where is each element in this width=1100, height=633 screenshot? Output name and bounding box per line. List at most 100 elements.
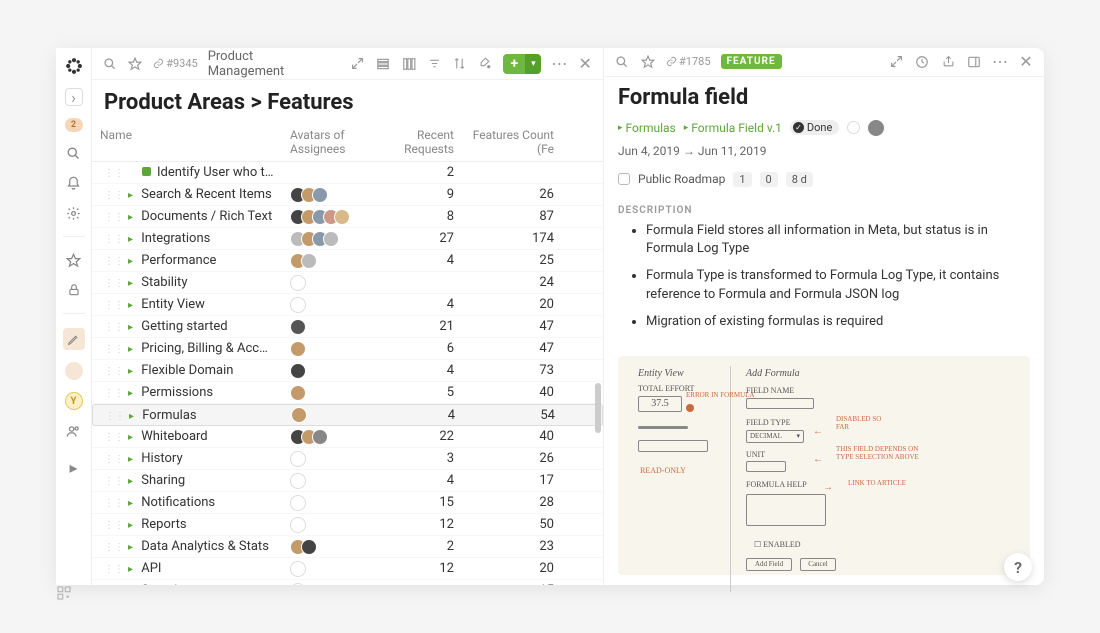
drag-handle-icon[interactable]: ⋮⋮ (100, 212, 128, 223)
color-icon[interactable] (478, 56, 494, 72)
drag-handle-icon[interactable]: ⋮⋮ (100, 234, 128, 245)
search-icon[interactable] (102, 56, 118, 72)
expand-caret-icon[interactable]: ▸ (128, 322, 138, 333)
priority-empty-icon[interactable] (847, 121, 860, 134)
vertical-scrollbar[interactable] (595, 383, 601, 433)
drag-handle-icon[interactable]: ⋮⋮ (100, 454, 128, 465)
avatar-stack[interactable] (290, 561, 306, 577)
parent-link-1[interactable]: ▸Formulas (618, 121, 676, 135)
avatar-stack[interactable] (290, 231, 339, 247)
history-icon[interactable] (914, 54, 930, 70)
help-button[interactable]: ? (1004, 553, 1032, 581)
column-name[interactable]: Name (92, 123, 282, 161)
drag-handle-icon[interactable]: ⋮⋮ (100, 168, 128, 179)
sort-icon[interactable] (452, 56, 468, 72)
expand-caret-icon[interactable]: ▸ (128, 300, 138, 311)
entity-id[interactable]: #1785 (666, 55, 711, 68)
expand-caret-icon[interactable]: ▸ (128, 476, 138, 487)
drag-handle-icon[interactable]: ⋮⋮ (100, 432, 128, 443)
column-avatars[interactable]: Avatars of Assignees (282, 123, 382, 161)
avatar-stack[interactable] (290, 341, 306, 357)
expand-caret-icon[interactable]: ▸ (128, 432, 138, 443)
drag-handle-icon[interactable]: ⋮⋮ (100, 498, 128, 509)
notifications-icon[interactable] (65, 174, 83, 192)
avatar-stack[interactable] (290, 253, 317, 269)
more-icon[interactable]: ⋯ (992, 54, 1008, 70)
drag-handle-icon[interactable]: ⋮⋮ (100, 366, 128, 377)
avatar-stack[interactable] (290, 473, 306, 489)
close-icon[interactable]: ✕ (577, 56, 593, 72)
parent-link-2[interactable]: ▸Formula Field v.1 (684, 121, 782, 135)
drag-handle-icon[interactable]: ⋮⋮ (100, 322, 128, 333)
app-logo-icon[interactable] (64, 56, 84, 76)
expand-caret-icon[interactable]: ▸ (128, 454, 138, 465)
drag-handle-icon[interactable]: ⋮⋮ (100, 388, 128, 399)
expand-caret-icon[interactable]: ▸ (128, 366, 138, 377)
table-row[interactable]: ⋮⋮▸ Security15 (92, 580, 603, 585)
column-features[interactable]: Features Count (Fe (462, 123, 562, 161)
avatar-stack[interactable] (290, 517, 306, 533)
apps-icon[interactable] (56, 585, 76, 605)
drag-handle-icon[interactable]: ⋮⋮ (101, 411, 129, 422)
expand-caret-icon[interactable]: ▸ (128, 256, 138, 267)
assignee-avatar[interactable] (868, 120, 884, 136)
expand-caret-icon[interactable]: ▸ (129, 411, 139, 422)
expand-icon[interactable] (888, 54, 904, 70)
filter-icon[interactable] (427, 56, 443, 72)
expand-caret-icon[interactable]: ▸ (128, 234, 138, 245)
star-icon[interactable] (640, 54, 656, 70)
avatar-stack[interactable] (290, 495, 306, 511)
date-range[interactable]: Jun 4, 2019 → Jun 11, 2019 (618, 144, 767, 158)
expand-caret-icon[interactable]: ▸ (128, 212, 138, 223)
close-icon[interactable]: ✕ (1018, 54, 1034, 70)
star-icon[interactable] (65, 251, 83, 269)
expand-caret-icon[interactable]: ▸ (128, 564, 138, 575)
expand-caret-icon[interactable]: ▸ (128, 344, 138, 355)
breadcrumb[interactable]: Product Management (208, 49, 330, 79)
avatar-stack[interactable] (290, 539, 317, 555)
avatar-stack[interactable] (290, 275, 306, 291)
add-dropdown-button[interactable]: ▾ (525, 54, 541, 74)
roadmap-checkbox[interactable] (618, 173, 630, 185)
expand-caret-icon[interactable]: ▸ (128, 542, 138, 553)
avatar-stack[interactable] (290, 319, 306, 335)
expand-caret-icon[interactable]: ▸ (128, 278, 138, 289)
board-view-icon[interactable] (401, 56, 417, 72)
drag-handle-icon[interactable]: ⋮⋮ (100, 520, 128, 531)
column-recent[interactable]: Recent Requests (382, 123, 462, 161)
share-icon[interactable] (940, 54, 956, 70)
collapse-icon[interactable]: ▸ (65, 458, 83, 476)
expand-caret-icon[interactable]: ▸ (128, 190, 138, 201)
search-icon[interactable] (614, 54, 630, 70)
avatar-stack[interactable] (290, 429, 328, 445)
drag-handle-icon[interactable]: ⋮⋮ (100, 256, 128, 267)
expand-caret-icon[interactable]: ▸ (128, 388, 138, 399)
star-icon[interactable] (128, 56, 144, 72)
avatar-stack[interactable] (290, 187, 328, 203)
avatar-stack[interactable] (290, 385, 306, 401)
avatar-stack[interactable] (290, 583, 306, 586)
search-icon[interactable] (65, 144, 83, 162)
list-view-icon[interactable] (375, 56, 391, 72)
drag-handle-icon[interactable]: ⋮⋮ (100, 190, 128, 201)
more-icon[interactable]: ⋯ (551, 56, 567, 72)
settings-icon[interactable] (65, 204, 83, 222)
avatar-stack[interactable] (291, 407, 307, 423)
drag-handle-icon[interactable]: ⋮⋮ (100, 564, 128, 575)
expand-sidebar-icon[interactable]: › (65, 88, 83, 106)
expand-caret-icon[interactable]: ▸ (128, 520, 138, 531)
drag-handle-icon[interactable]: ⋮⋮ (100, 476, 128, 487)
table-row[interactable]: ⋮⋮▸ Permissions540 (92, 382, 603, 404)
avatar-stack[interactable] (290, 297, 306, 313)
expand-caret-icon[interactable]: ▸ (128, 498, 138, 509)
inbox-badge[interactable]: 2 (65, 118, 83, 132)
panel-icon[interactable] (966, 54, 982, 70)
avatar-stack[interactable] (290, 209, 350, 225)
avatar-stack[interactable] (290, 363, 306, 379)
edit-icon[interactable] (63, 328, 85, 350)
drag-handle-icon[interactable]: ⋮⋮ (100, 344, 128, 355)
avatar-stack[interactable] (290, 451, 306, 467)
drag-handle-icon[interactable]: ⋮⋮ (100, 542, 128, 553)
entity-id[interactable]: #9345 (153, 57, 198, 70)
workspace-1-icon[interactable] (65, 362, 83, 380)
